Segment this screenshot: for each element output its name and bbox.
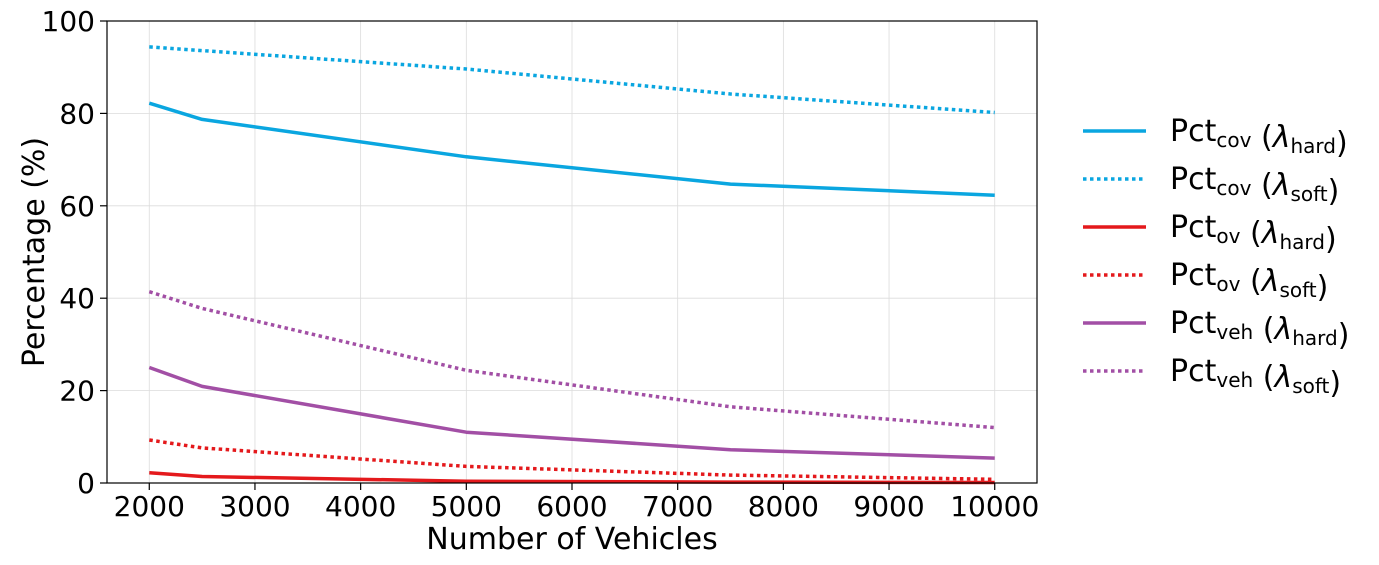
legend-label-part: soft <box>1279 278 1316 302</box>
legend-label-part: ov <box>1216 272 1240 296</box>
y-tick-label: 0 <box>77 467 95 500</box>
legend-item: Pctov (λsoft) <box>1083 258 1328 305</box>
legend-label-part: soft <box>1290 182 1327 206</box>
series-line-cov-soft <box>149 45 995 115</box>
legend-label-part: ov <box>1216 224 1240 248</box>
legend-label-part: hard <box>1292 326 1338 350</box>
legend-item: Pctov (λhard) <box>1083 210 1337 257</box>
x-tick-label: 10000 <box>950 490 1039 523</box>
series-line-ov-hard <box>149 471 995 485</box>
x-tick-label: 6000 <box>536 490 607 523</box>
legend-label-part: Pct <box>1170 354 1217 389</box>
legend-item: Pctveh (λsoft) <box>1083 354 1341 401</box>
legend-item: Pctveh (λhard) <box>1083 306 1349 353</box>
legend-label-part: cov <box>1216 176 1251 200</box>
legend-item: Pctcov (λsoft) <box>1083 162 1339 209</box>
x-tick-label: 9000 <box>853 490 924 523</box>
legend-label-part: Pct <box>1170 306 1217 341</box>
legend-label-part: soft <box>1292 374 1329 398</box>
y-tick-label: 20 <box>59 375 95 408</box>
legend-label-part: veh <box>1216 320 1253 344</box>
x-tick-label: 7000 <box>642 490 713 523</box>
series-line-veh-hard <box>148 365 995 460</box>
x-tick-label: 2000 <box>114 490 185 523</box>
y-axis-ticks: 0 20 40 60 80 100 <box>42 5 107 500</box>
legend-label: Pctov (λhard) <box>1170 210 1337 257</box>
series-lines <box>148 45 995 485</box>
y-tick-label: 40 <box>59 282 95 315</box>
legend-label-part: Pct <box>1170 210 1217 245</box>
y-tick-label: 80 <box>59 97 95 130</box>
legend-label: Pctcov (λhard) <box>1170 114 1348 161</box>
legend-label-part: cov <box>1216 128 1251 152</box>
legend-label: Pctveh (λhard) <box>1170 306 1349 353</box>
y-tick-label: 60 <box>59 190 95 223</box>
legend-label: Pctov (λsoft) <box>1170 258 1328 305</box>
x-tick-label: 3000 <box>219 490 290 523</box>
series-line-ov-soft <box>149 438 995 482</box>
legend-label-part: Pct <box>1170 258 1217 293</box>
legend-label-part: veh <box>1216 368 1253 392</box>
legend-label-part: hard <box>1290 134 1336 158</box>
grid-lines <box>107 20 1037 484</box>
legend-label-part: hard <box>1279 230 1325 254</box>
legend: Pctcov (λhard)Pctcov (λsoft)Pctov (λhard… <box>1083 114 1349 401</box>
y-axis-label: Percentage (%) <box>17 137 52 367</box>
y-tick-label: 100 <box>42 5 95 38</box>
x-axis-label: Number of Vehicles <box>426 522 717 557</box>
legend-item: Pctcov (λhard) <box>1083 114 1348 161</box>
x-tick-label: 8000 <box>748 490 819 523</box>
series-line-veh-soft <box>148 290 995 430</box>
legend-label: Pctcov (λsoft) <box>1170 162 1339 209</box>
x-tick-label: 4000 <box>325 490 396 523</box>
legend-label-part: Pct <box>1170 114 1217 149</box>
legend-label: Pctveh (λsoft) <box>1170 354 1341 401</box>
series-line-cov-hard <box>148 101 995 197</box>
x-axis-ticks: 2000 3000 4000 5000 6000 7000 8000 9000 10000 <box>114 483 1039 523</box>
legend-label-part: Pct <box>1170 162 1217 197</box>
x-tick-label: 5000 <box>431 490 502 523</box>
